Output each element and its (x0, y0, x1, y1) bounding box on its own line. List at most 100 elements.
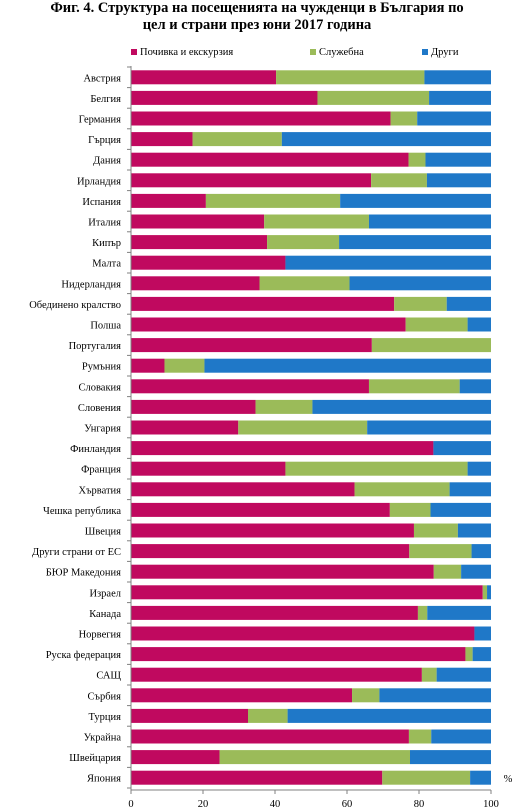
category-label: Унгария (84, 424, 121, 435)
bar-segment (131, 564, 434, 579)
bar-segment (424, 70, 491, 85)
bar-segment (131, 544, 410, 559)
bar-segment (465, 647, 473, 662)
bar-segment (131, 441, 434, 456)
bar-segment (264, 214, 369, 229)
category-label: Кипър (92, 238, 121, 249)
legend-label: Служебна (319, 47, 364, 58)
category-label: Турция (89, 712, 122, 723)
bar-segment (482, 585, 488, 600)
x-tick-label: 0 (128, 799, 133, 809)
bar-segment (426, 173, 491, 188)
bar-segment (349, 276, 491, 291)
bar-segment (417, 605, 428, 620)
bar-segment (285, 461, 468, 476)
bar-segment (425, 152, 491, 167)
category-label: Германия (79, 115, 121, 126)
category-label: Норвегия (79, 630, 122, 641)
x-tick-label: 80 (414, 799, 425, 809)
category-label: Руска федерация (46, 650, 121, 661)
bar-segment (457, 523, 491, 538)
bar-segment (421, 667, 437, 682)
bar-segment (472, 647, 491, 662)
bar-segment (368, 214, 491, 229)
bar-segment (371, 173, 427, 188)
category-label: Австрия (83, 73, 121, 84)
bar-segment (131, 214, 265, 229)
category-label: Ирландия (77, 176, 121, 187)
bar-segment (413, 523, 458, 538)
bar-segment (446, 296, 491, 311)
bar-segment (379, 688, 491, 703)
category-label: Словения (78, 403, 121, 414)
bar-segment (352, 688, 380, 703)
bar-segment (131, 750, 220, 765)
category-label: Други страни от ЕС (32, 547, 121, 558)
bar-segment (433, 441, 491, 456)
bar-segment (408, 152, 426, 167)
chart-title-line-1: Фиг. 4. Структура на посещенията на чужд… (50, 0, 464, 16)
bar-segment (461, 564, 491, 579)
bar-segment (164, 358, 205, 373)
category-label: Чешка република (43, 506, 121, 517)
bar-segment (131, 152, 409, 167)
legend-swatch (310, 49, 316, 55)
bar-segment (470, 770, 491, 785)
bar-segment (449, 482, 491, 497)
bar-segment (131, 770, 383, 785)
bar-segment (287, 708, 491, 723)
bar-segment (417, 111, 491, 126)
chart-title-line-2: цел и страни през юни 2017 година (142, 17, 372, 33)
bar-segment (390, 111, 418, 126)
bar-segment (431, 729, 491, 744)
bar-segment (131, 667, 422, 682)
bar-segment (248, 708, 288, 723)
bar-segment (131, 338, 372, 353)
bar-segment (131, 235, 268, 250)
bar-segment (427, 605, 491, 620)
category-label: Дания (93, 156, 121, 167)
category-label: Словакия (78, 382, 121, 393)
bar-segment (238, 420, 368, 435)
x-tick-label: 60 (342, 799, 353, 809)
bar-segment (192, 132, 282, 147)
bar-segment (131, 276, 260, 291)
bar-segment (131, 379, 369, 394)
bar-segment (312, 399, 491, 414)
category-label: Италия (88, 218, 121, 229)
bar-segment (429, 90, 491, 105)
category-label: Испания (82, 197, 121, 208)
legend-swatch (131, 49, 137, 55)
bar-segment (371, 338, 491, 353)
category-label: Швейцария (69, 753, 121, 764)
bar-segment (382, 770, 471, 785)
bar-segment (131, 420, 239, 435)
bar-segment (131, 399, 256, 414)
bar-segment (267, 235, 340, 250)
category-label: Гърция (88, 135, 121, 146)
bar-segment (433, 564, 462, 579)
x-tick-label: 40 (270, 799, 281, 809)
bar-segment (219, 750, 410, 765)
category-label: Швеция (85, 527, 121, 538)
bar-segment (487, 585, 491, 600)
bar-segment (131, 585, 483, 600)
bar-segment (340, 193, 491, 208)
bar-segment (467, 317, 491, 332)
bar-segment (430, 502, 491, 517)
legend-swatch (422, 49, 428, 55)
bar-segment (131, 296, 395, 311)
bar-segment (131, 647, 466, 662)
legend-label: Почивка и екскурзия (140, 47, 233, 58)
bar-segment (131, 482, 355, 497)
bar-segment (255, 399, 313, 414)
bar-segment (205, 193, 341, 208)
bar-segment (131, 605, 418, 620)
bar-segment (410, 750, 491, 765)
category-label: Малта (92, 259, 121, 270)
bar-segment (368, 379, 460, 394)
category-label: Сърбия (88, 691, 122, 702)
bar-segment (394, 296, 447, 311)
bar-segment (131, 173, 372, 188)
